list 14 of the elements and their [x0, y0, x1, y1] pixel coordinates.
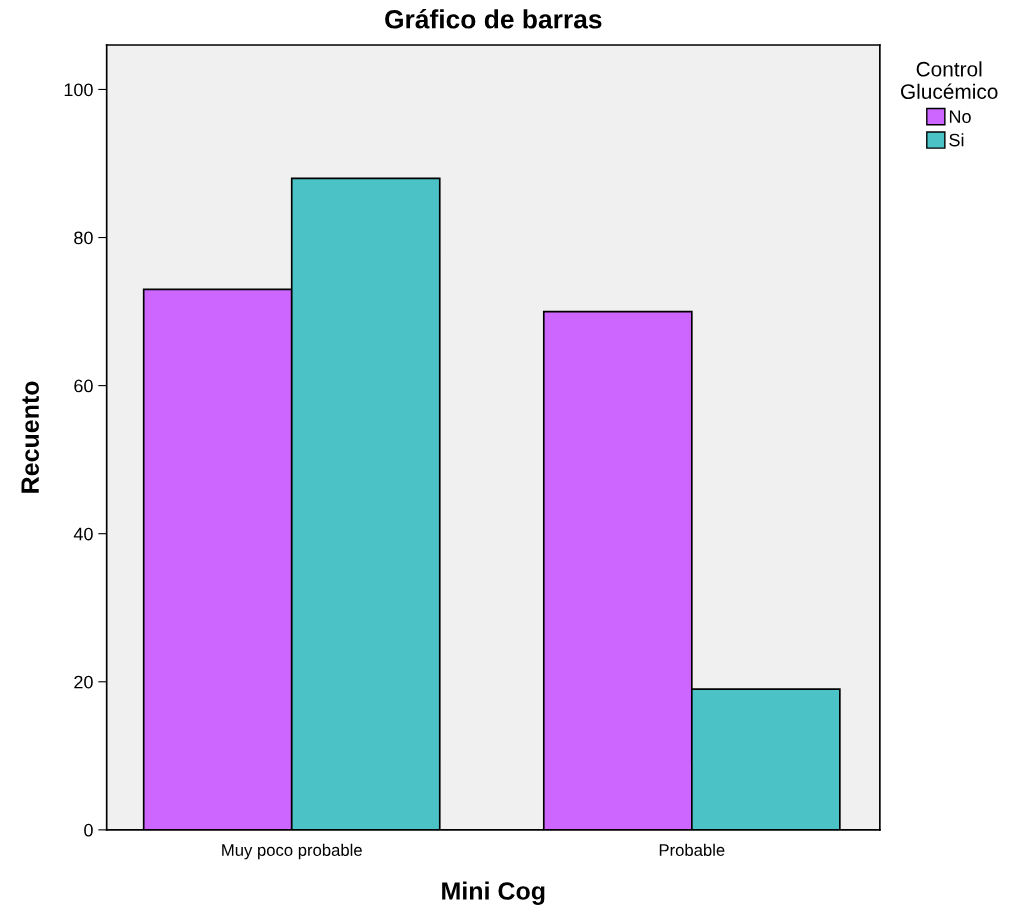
chart-title: Gráfico de barras [385, 9, 602, 29]
legend-label: Si [949, 133, 964, 147]
y-tick-label: 100 [64, 83, 93, 97]
legend-title: Control Glucémico [901, 61, 998, 100]
x-tick-label: Probable [659, 843, 725, 856]
x-tick-label: Muy poco probable [222, 843, 362, 860]
y-tick-label: 20 [74, 675, 93, 689]
y-axis-title: Recuento [21, 381, 39, 493]
x-axis-title: Mini Cog [442, 881, 545, 905]
y-tick-label: 60 [74, 379, 93, 393]
y-tick-label: 80 [74, 231, 93, 245]
y-tick-label: 0 [84, 823, 93, 837]
y-tick-label: 40 [73, 527, 93, 541]
legend-label: No [949, 110, 971, 123]
